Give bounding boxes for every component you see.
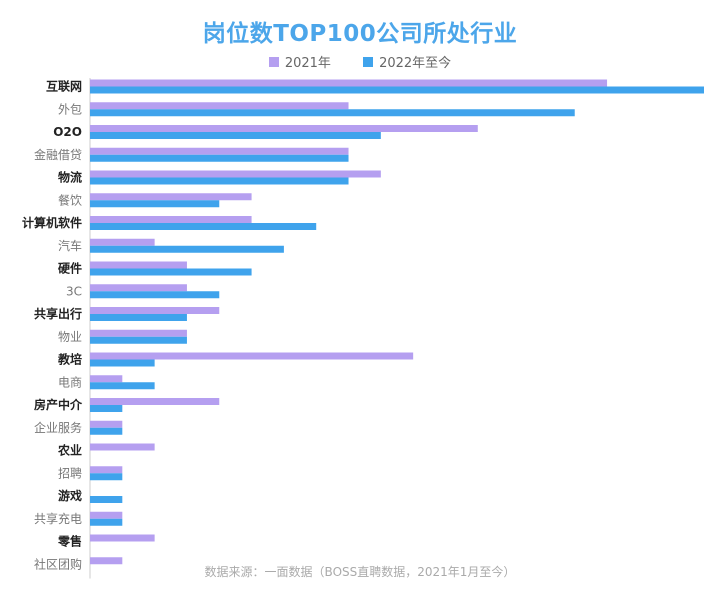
bar-2021 <box>90 420 123 428</box>
bar-2021 <box>90 193 252 201</box>
bar-2021 <box>90 398 220 405</box>
category-label: 农业 <box>57 443 82 458</box>
category-label: 共享充电 <box>34 511 82 526</box>
bar-2021 <box>90 466 123 474</box>
category-label: 物流 <box>58 170 82 185</box>
category-label: 教培 <box>57 352 82 367</box>
bar-2021 <box>90 534 155 542</box>
bar-2022 <box>90 177 349 185</box>
legend-item-2022: 2022年至今 <box>363 52 451 71</box>
category-label: 金融借贷 <box>34 147 82 162</box>
bar-2021 <box>90 102 349 110</box>
bar-2022 <box>90 223 317 230</box>
category-label: 餐饮 <box>58 192 82 207</box>
chart-legend: 2021年 2022年至今 <box>0 52 720 71</box>
bar-2022 <box>90 109 575 117</box>
bar-2021 <box>90 170 381 178</box>
bar-2021 <box>90 307 220 314</box>
category-label: 企业服务 <box>34 420 82 435</box>
bar-2021 <box>90 511 123 519</box>
category-label: 房产中介 <box>34 397 83 412</box>
category-label: 互联网 <box>46 80 82 94</box>
legend-swatch-2021 <box>268 56 279 67</box>
category-label: 汽车 <box>58 238 82 253</box>
bar-2022 <box>90 336 187 344</box>
bar-2022 <box>90 518 123 526</box>
chart-title: 岗位数TOP100公司所处行业 <box>202 21 518 47</box>
legend-swatch-2022 <box>363 56 374 67</box>
bar-2022 <box>90 427 123 435</box>
category-label: 物业 <box>58 330 82 344</box>
bar-2021 <box>90 79 608 87</box>
bar-2022 <box>90 382 155 390</box>
bar-2021 <box>90 147 349 155</box>
bar-2022 <box>90 86 704 94</box>
bar-2022 <box>90 473 123 481</box>
bar-2021 <box>90 329 187 337</box>
bar-2022 <box>90 496 123 503</box>
bar-2021 <box>90 125 478 132</box>
data-source-note: 数据来源：一面数据（BOSS直聘数据，2021年1月至今） <box>204 565 516 579</box>
category-label: 外包 <box>58 102 82 116</box>
category-label: 零售 <box>57 534 82 549</box>
bar-2022 <box>90 268 252 276</box>
bar-2022 <box>90 245 284 253</box>
category-label: 招聘 <box>58 466 82 480</box>
bar-2021 <box>90 238 155 246</box>
bar-2022 <box>90 200 220 208</box>
category-label: 3C <box>66 284 82 298</box>
bar-2021 <box>90 284 187 292</box>
legend-item-2021: 2021年 <box>268 52 331 71</box>
category-label: 电商 <box>58 374 82 389</box>
bar-2021 <box>90 352 414 360</box>
bar-2021 <box>90 557 123 565</box>
bar-2022 <box>90 154 349 162</box>
bar-2021 <box>90 443 155 451</box>
bar-2021 <box>90 375 123 383</box>
bar-2022 <box>90 132 381 139</box>
category-label: 硬件 <box>58 261 82 276</box>
legend-label-2021: 2021年 <box>284 56 331 71</box>
bar-2022 <box>90 405 123 412</box>
legend-label-2022: 2022年至今 <box>379 56 452 71</box>
category-label: 社区团购 <box>34 556 82 571</box>
category-label: 共享出行 <box>34 306 82 321</box>
bar-2022 <box>90 291 220 299</box>
category-label: 游戏 <box>58 488 82 503</box>
category-label: 计算机软件 <box>22 215 82 230</box>
bar-2021 <box>90 216 252 223</box>
category-label: O2O <box>53 125 82 139</box>
bar-2021 <box>90 261 187 269</box>
bar-2022 <box>90 314 187 321</box>
bar-2022 <box>90 359 155 367</box>
